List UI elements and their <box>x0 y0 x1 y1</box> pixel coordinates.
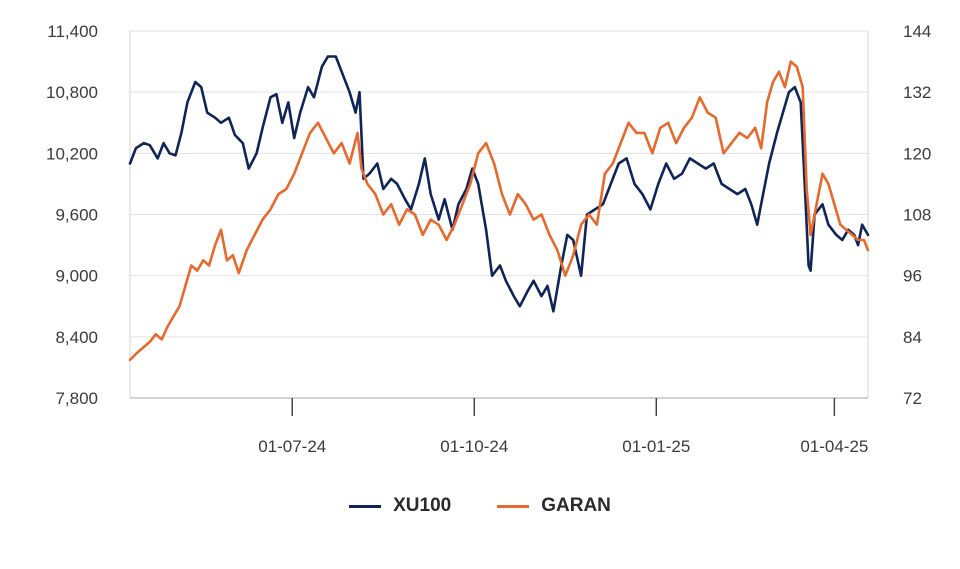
y-left-tick-label: 10,800 <box>46 83 98 102</box>
axes <box>129 31 869 416</box>
legend-label-xu100: XU100 <box>393 495 452 516</box>
y-right-tick-label: 72 <box>903 389 922 408</box>
tick-labels: 11,400 144 10,800 132 10,200 120 9,600 108 9,000… <box>46 22 931 456</box>
legend-label-garan: GARAN <box>541 495 611 516</box>
y-left-tick-label: 7,800 <box>55 389 98 408</box>
y-right-tick-label: 96 <box>903 267 922 286</box>
legend-item-garan: GARAN <box>497 495 611 517</box>
series-line-garan <box>128 60 870 362</box>
series-line-xu100 <box>128 55 870 313</box>
y-left-tick-label: 9,000 <box>55 267 98 286</box>
y-right-tick-label: 84 <box>903 328 922 347</box>
line-chart: 11,400 144 10,800 132 10,200 120 9,600 108 9,000… <box>46 22 931 456</box>
legend-swatch-xu100 <box>349 504 382 508</box>
y-right-tick-label: 132 <box>903 83 931 102</box>
x-tick-label: 01-04-25 <box>800 437 868 456</box>
series-lines <box>128 55 870 362</box>
y-right-tick-label: 144 <box>903 22 931 41</box>
x-tick-label: 01-10-24 <box>440 437 508 456</box>
y-right-tick-label: 120 <box>903 144 931 163</box>
y-left-tick-label: 10,200 <box>46 144 98 163</box>
y-left-tick-label: 11,400 <box>47 22 98 41</box>
x-tick-label: 01-07-24 <box>258 437 326 456</box>
grid-lines <box>130 30 868 338</box>
legend: XU100 GARAN <box>0 495 960 517</box>
legend-item-xu100: XU100 <box>349 495 451 517</box>
legend-swatch-garan <box>497 504 530 508</box>
x-tick-label: 01-01-25 <box>622 437 690 456</box>
y-left-tick-label: 8,400 <box>55 328 98 347</box>
y-right-tick-label: 108 <box>903 206 931 225</box>
y-left-tick-label: 9,600 <box>55 206 98 225</box>
